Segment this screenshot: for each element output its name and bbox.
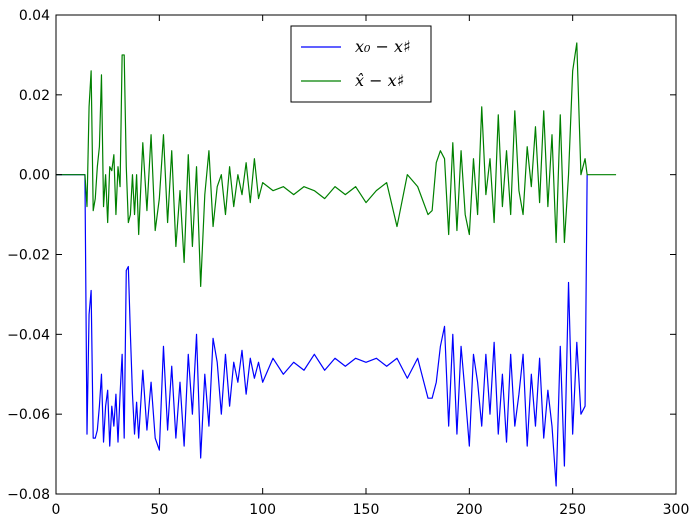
y-tick-label: 0.02	[19, 88, 50, 104]
y-tick-label: −0.02	[7, 248, 50, 264]
y-tick-label: −0.08	[7, 487, 50, 503]
series-line-1	[56, 174, 588, 487]
ticks-layer: 0 50 100 150 200 250 300 −0.08 −0.06 −0.04 −0.02 0.…	[7, 8, 689, 518]
series-layer	[56, 42, 617, 487]
x-tick-label: 150	[353, 502, 380, 518]
legend-box	[290, 25, 432, 103]
y-tick-label: 0.04	[19, 8, 50, 24]
x-tick-label: 300	[663, 502, 690, 518]
x-tick-label: 50	[150, 502, 168, 518]
y-tick-label: 0.00	[19, 168, 50, 184]
legend: x₀ − x♯ x̂ − x♯	[290, 25, 432, 103]
y-tick-label: −0.06	[7, 407, 50, 423]
x-tick-label: 0	[52, 502, 61, 518]
legend-label-series-2: x̂ − x♯	[355, 71, 404, 90]
legend-label-series-1: x₀ − x♯	[355, 37, 411, 56]
x-tick-label: 200	[456, 502, 483, 518]
series-line-2	[56, 42, 617, 288]
x-tick-label: 250	[559, 502, 586, 518]
x-tick-label: 100	[249, 502, 276, 518]
y-tick-label: −0.04	[7, 327, 50, 343]
